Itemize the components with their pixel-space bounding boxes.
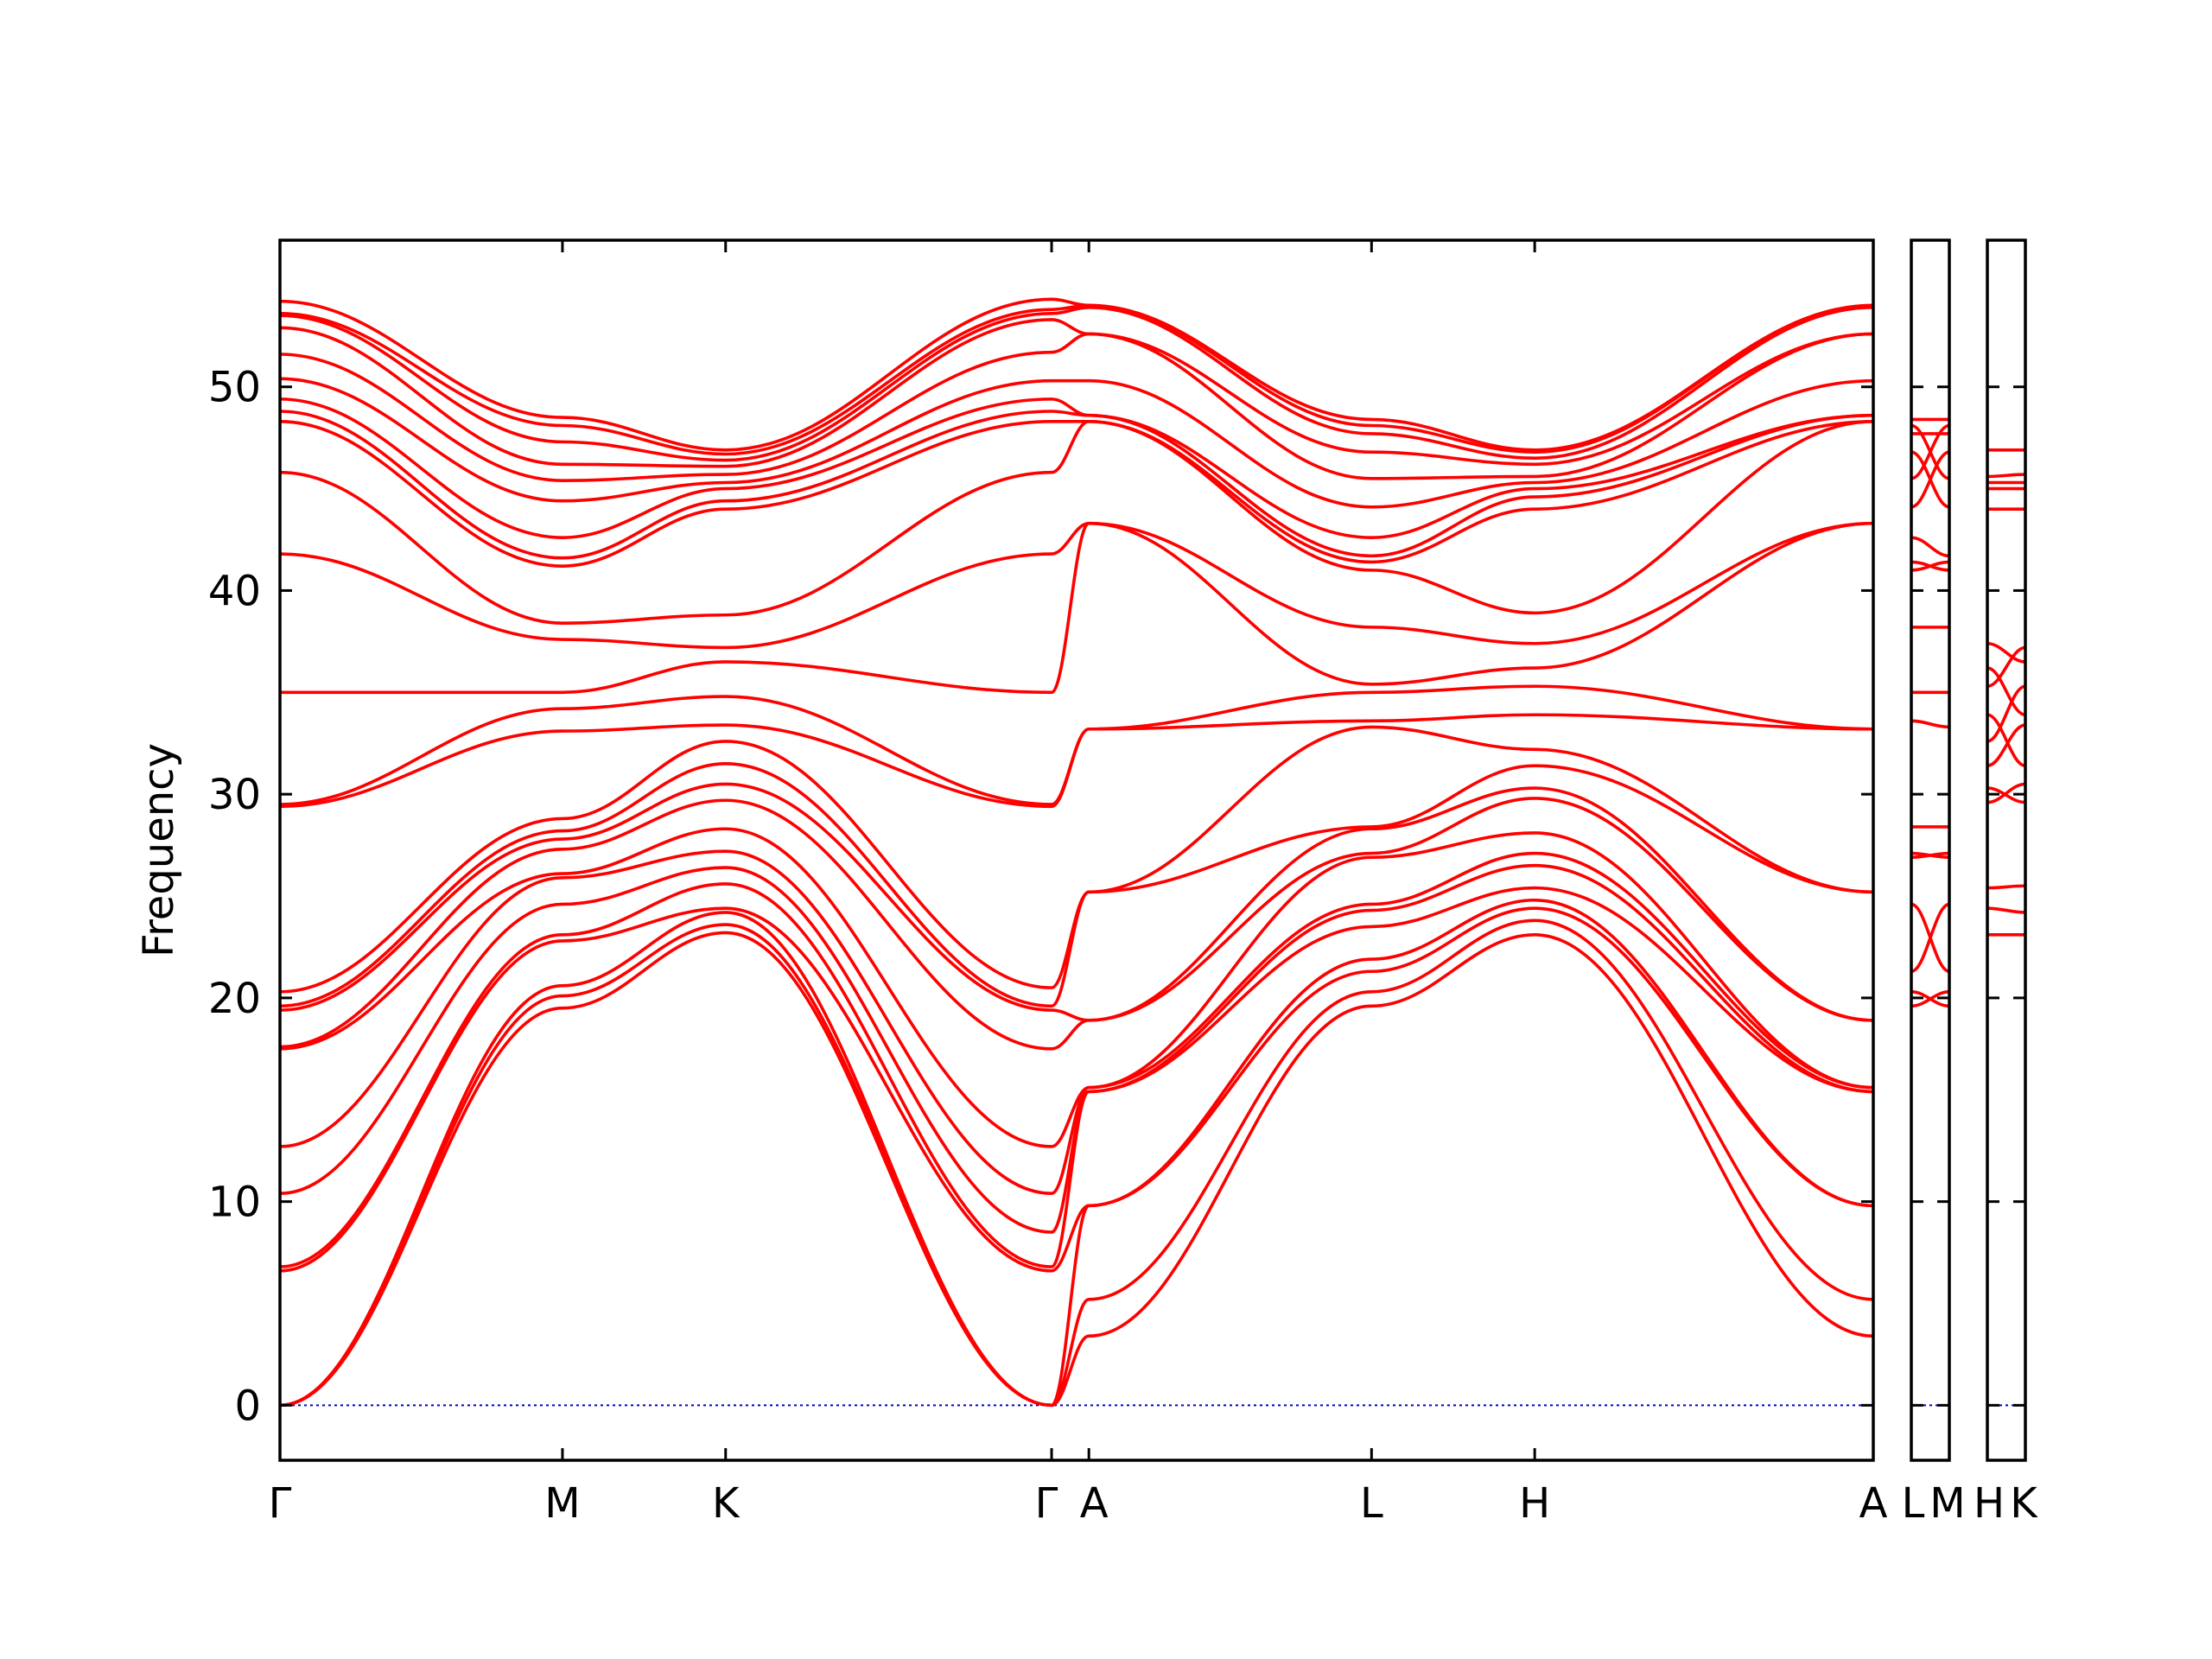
phonon-band-18	[280, 419, 1873, 568]
phonon-band-5	[1987, 786, 2025, 804]
x-tick-label: A	[1080, 1479, 1109, 1528]
phonon-band-6	[280, 863, 1873, 1234]
phonon-band-16	[1911, 450, 1949, 509]
panel-2-frame	[1910, 238, 1951, 1462]
phonon-band-5	[280, 882, 1873, 1268]
panel-2-bands	[1911, 417, 1949, 1407]
phonon-band-13	[1911, 536, 1949, 558]
phonon-band-23	[280, 318, 1873, 468]
y-tick-label: 30	[208, 771, 261, 819]
phonon-band-7	[1987, 684, 2025, 743]
phonon-band-17	[280, 420, 1873, 625]
phonon-band-8	[1911, 719, 1949, 729]
phonon-band-20	[280, 397, 1873, 539]
x-tick-label: K	[712, 1479, 741, 1528]
phonon-band-4	[1911, 902, 1949, 974]
x-tick-label: A	[1859, 1479, 1888, 1528]
phonon-band-11	[280, 762, 1873, 1008]
panel-1-frame	[278, 238, 1875, 1462]
phonon-band-6	[1987, 723, 2025, 767]
phonon-band-22	[280, 332, 1873, 482]
phonon-band-4	[1987, 782, 2025, 804]
y-axis-label: Frequency	[135, 743, 183, 957]
phonon-band-11	[1987, 641, 2025, 664]
phonon-band-3	[1987, 884, 2025, 890]
x-tick-label: H	[1974, 1479, 2005, 1528]
phonon-band-10	[280, 782, 1873, 1022]
phonon-band-16	[280, 521, 1873, 650]
y-tick-label: 20	[208, 975, 261, 1023]
phonon-band-19	[280, 410, 1873, 560]
phonon-band-6	[1911, 851, 1949, 860]
phonon-band-1	[280, 931, 1873, 1408]
phonon-band-3	[280, 906, 1873, 1408]
phonon-band-12	[280, 725, 1873, 994]
x-tick-label: H	[1519, 1479, 1550, 1528]
phonon-band-2	[1987, 906, 2025, 914]
x-tick-label: Γ	[1035, 1479, 1058, 1528]
phonon-band-18	[1911, 423, 1949, 480]
panel-1-bands	[280, 297, 1873, 1408]
x-tick-label: M	[544, 1479, 580, 1528]
phonon-band-9	[280, 797, 1873, 1051]
phonon-band-12	[1911, 560, 1949, 572]
x-tick-label: Γ	[269, 1479, 292, 1528]
phonon-band-21	[280, 377, 1873, 509]
x-tick-label: K	[2010, 1479, 2038, 1528]
phonon-band-2	[1911, 990, 1949, 1008]
phonon-band-2	[280, 918, 1873, 1408]
panel-3-frame	[1986, 238, 2027, 1462]
phonon-band-24	[280, 305, 1873, 462]
x-tick-label: M	[1929, 1479, 1965, 1528]
x-tick-label: L	[1902, 1479, 1925, 1528]
x-tick-label: L	[1360, 1479, 1383, 1528]
y-tick-label: 10	[208, 1179, 261, 1227]
phonon-band-8	[1987, 713, 2025, 767]
y-tick-label: 40	[208, 567, 261, 615]
y-tick-label: 0	[234, 1382, 261, 1430]
panel-3-bands	[1987, 448, 2025, 1407]
bands-layer	[280, 297, 2025, 1408]
phonon-band-10	[1987, 666, 2025, 717]
phonon-band-15	[1987, 473, 2025, 479]
phonon-band-14	[280, 684, 1873, 806]
phonon-band-9	[1987, 645, 2025, 689]
phonon-band-25	[280, 303, 1873, 456]
phonon-band-13	[280, 713, 1873, 809]
phonon-band-8	[280, 827, 1873, 1148]
phonon-band-15	[280, 521, 1873, 695]
phonon-band-7	[280, 849, 1873, 1195]
phonon-band-4	[280, 898, 1873, 1273]
y-tick-label: 50	[208, 364, 261, 412]
phonon-band-26	[280, 297, 1873, 452]
